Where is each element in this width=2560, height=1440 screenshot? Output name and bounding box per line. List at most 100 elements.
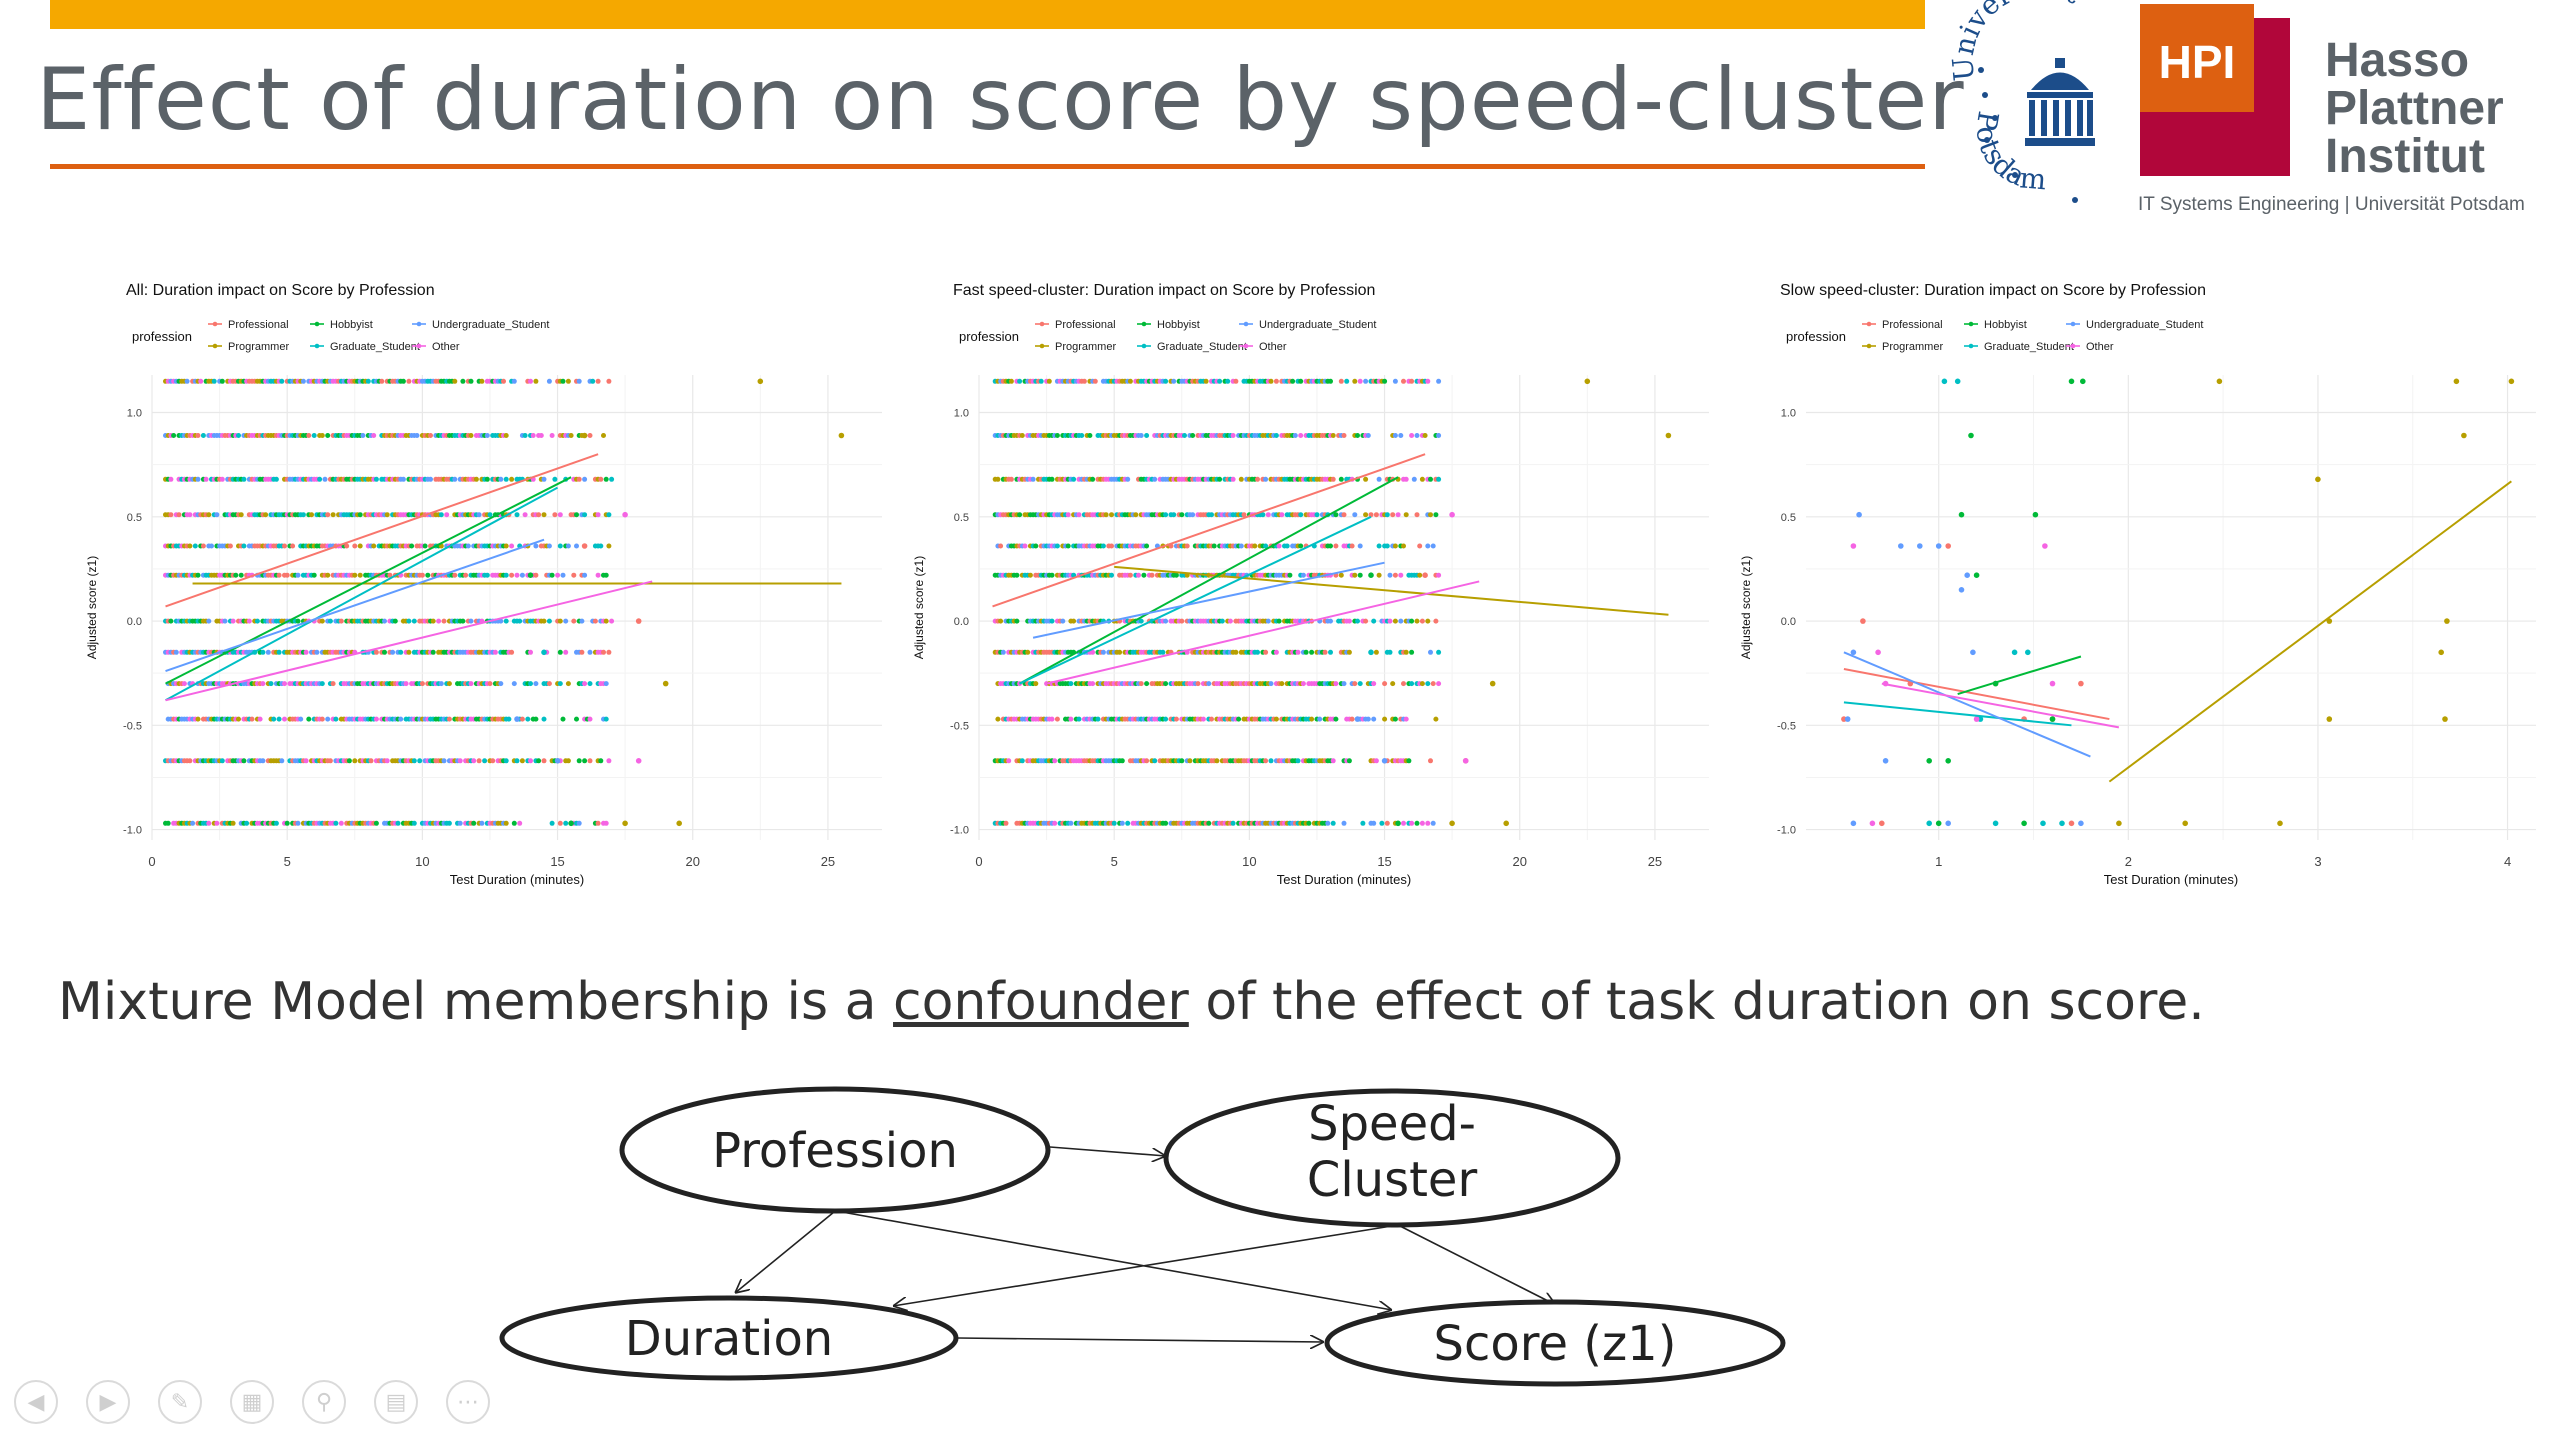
data-point (195, 476, 201, 482)
label-duration: Duration (625, 1311, 833, 1367)
data-point (563, 618, 569, 624)
data-point (390, 649, 396, 655)
data-point (236, 433, 241, 438)
legend-entry: Professional (1882, 319, 1943, 331)
zoom-icon[interactable]: ⚲ (302, 1380, 346, 1424)
data-point (260, 758, 266, 764)
data-point (2049, 716, 2056, 722)
data-point (1373, 758, 1379, 764)
data-point (1136, 572, 1141, 578)
data-point (2040, 820, 2046, 827)
chart-title: All: Duration impact on Score by Profess… (126, 282, 435, 299)
data-point (1425, 543, 1431, 549)
data-point (603, 476, 609, 482)
data-point (368, 758, 374, 764)
data-point (290, 543, 296, 549)
data-point (587, 649, 593, 655)
data-point (1260, 512, 1266, 518)
data-point (214, 512, 220, 518)
data-point (1052, 758, 1058, 764)
data-point (165, 820, 171, 826)
data-point (1268, 378, 1274, 384)
causal-dag: Profession Speed- Cluster Duration Score… (499, 1086, 1786, 1387)
slides-icon[interactable]: ▦ (230, 1380, 274, 1424)
data-point (395, 820, 401, 826)
data-point (1263, 649, 1269, 655)
data-point (198, 378, 204, 384)
data-point (533, 572, 539, 578)
data-point (1419, 618, 1425, 624)
data-point (303, 649, 309, 655)
y-axis-label: Adjusted score (z1) (85, 556, 99, 659)
data-point (509, 572, 515, 578)
data-point (1390, 681, 1396, 687)
data-point (438, 512, 444, 518)
data-point (1341, 433, 1347, 438)
chart-legend: profession Professional Hobbyist Undergradu… (132, 319, 549, 353)
more-icon[interactable]: ⋯ (446, 1380, 490, 1424)
legend-entry: Programmer (228, 341, 289, 353)
x-tick-label: 0 (975, 854, 982, 869)
data-point (565, 681, 571, 687)
data-point (279, 378, 285, 384)
y-tick-label: 0.0 (127, 616, 142, 628)
data-point (525, 716, 531, 722)
data-point (1860, 618, 1866, 624)
data-point (609, 476, 615, 482)
data-point (503, 572, 509, 578)
data-point (1206, 681, 1212, 687)
data-point (1384, 512, 1390, 518)
data-point (549, 572, 555, 578)
legend-entry: Hobbyist (330, 319, 373, 331)
y-tick-label: -1.0 (1777, 825, 1796, 837)
data-point (298, 716, 304, 722)
data-point (309, 512, 314, 518)
data-point (1268, 681, 1274, 687)
legend-key-dot (416, 343, 422, 349)
data-point (2461, 432, 2467, 439)
data-point (1436, 378, 1442, 384)
subtitles-icon[interactable]: ▤ (374, 1380, 418, 1424)
data-point (276, 716, 282, 722)
data-point (1357, 378, 1363, 384)
data-point (1211, 543, 1217, 549)
data-point (2326, 618, 2333, 624)
data-point (1263, 543, 1269, 549)
data-point (452, 572, 458, 578)
data-point (1279, 512, 1285, 518)
pen-icon[interactable]: ✎ (158, 1380, 202, 1424)
legend-entry: Undergraduate_Student (1259, 319, 1376, 331)
data-point (1171, 378, 1177, 384)
data-point (1030, 476, 1036, 482)
data-point (484, 476, 490, 482)
data-point (1417, 572, 1423, 578)
legend-key-dot (1243, 343, 1249, 349)
data-point (1349, 543, 1355, 549)
chart-legend: profession Professional Hobbyist Undergradu… (1786, 319, 2203, 353)
data-point (260, 649, 266, 655)
data-point (1230, 820, 1236, 826)
data-point (2021, 820, 2027, 827)
data-point (373, 716, 379, 722)
prev-icon[interactable]: ◀ (14, 1380, 58, 1424)
chart-title: Fast speed-cluster: Duration impact on S… (953, 282, 1375, 299)
data-point (2453, 378, 2460, 385)
legend-key-dot (1039, 321, 1045, 327)
data-point (1008, 476, 1014, 482)
data-point (187, 758, 193, 764)
legend-entry: Professional (228, 319, 289, 331)
data-point (446, 820, 452, 826)
legend-key-dot (1866, 343, 1872, 349)
data-point (1006, 758, 1012, 764)
data-point (209, 543, 214, 549)
data-point (2444, 618, 2450, 624)
legend-entry: Graduate_Student (330, 341, 420, 353)
data-point (1392, 572, 1398, 578)
data-point (1111, 820, 1117, 826)
statement-link[interactable]: confounder (893, 972, 1189, 1032)
data-point (1230, 433, 1236, 438)
data-point (1076, 512, 1082, 518)
data-point (995, 716, 1001, 722)
fit-line-programmer (2108, 480, 2512, 783)
next-icon[interactable]: ▶ (86, 1380, 130, 1424)
